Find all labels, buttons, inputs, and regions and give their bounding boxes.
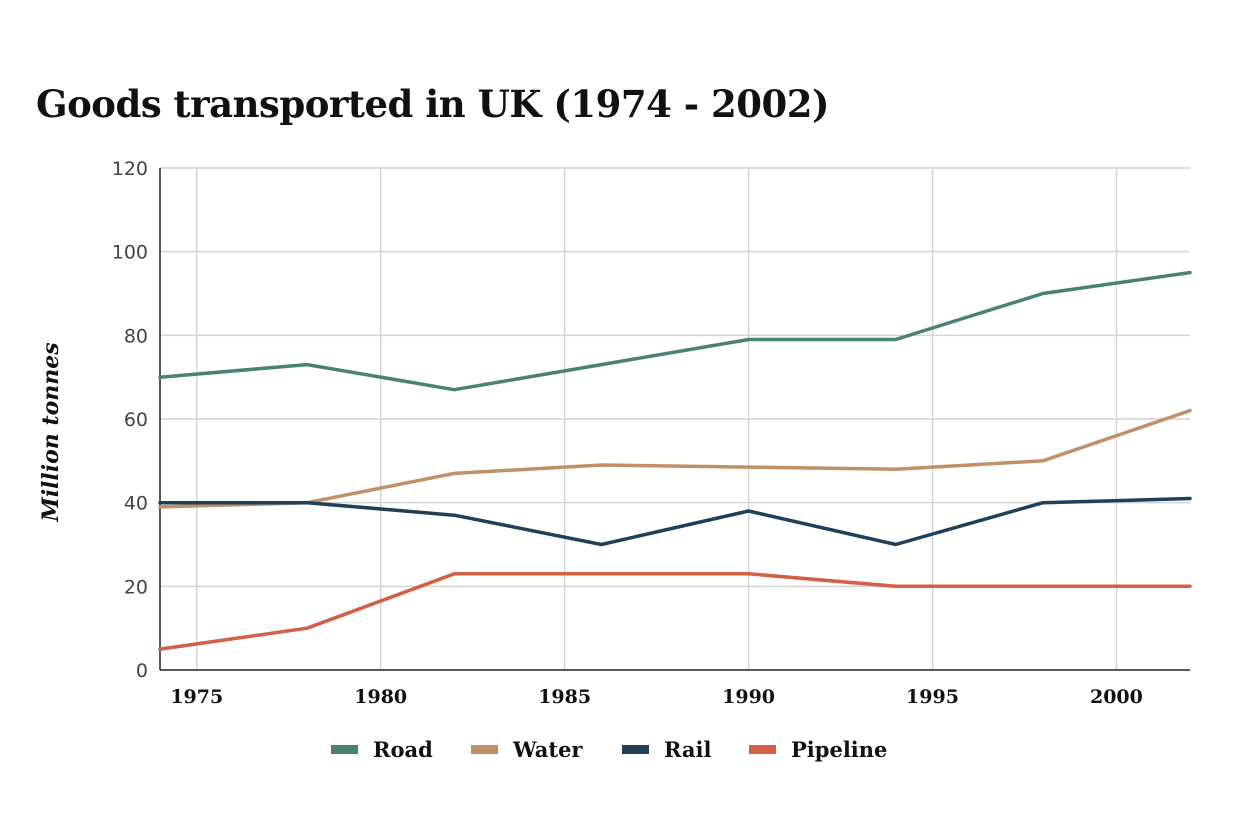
legend-label-pipeline: Pipeline (791, 737, 887, 762)
series-line-road (158, 270, 1192, 392)
legend-swatch-rail (622, 745, 649, 754)
y-axis-label: Million tonnes (38, 342, 64, 522)
chart-title: Goods transported in UK (1974 - 2002) (36, 82, 830, 126)
y-tick-label-80: 80 (124, 325, 148, 347)
series-line-rail (158, 496, 1192, 547)
legend-swatch-pipeline (749, 745, 776, 754)
legend-swatch-water (471, 745, 498, 754)
y-tick-label-20: 20 (124, 576, 148, 598)
x-axis-ticks: 1975 1980 1985 1990 1995 2000 (170, 686, 1143, 708)
x-tick-label-1995: 1995 (906, 686, 959, 708)
y-tick-label-100: 100 (112, 242, 148, 264)
series-line-pipeline (158, 572, 1192, 651)
x-tick-label-1975: 1975 (170, 686, 223, 708)
y-tick-label-120: 120 (112, 158, 148, 180)
axes (159, 168, 1190, 671)
y-axis-ticks: 0 20 40 60 80 100 120 (112, 158, 148, 682)
x-tick-label-2000: 2000 (1090, 686, 1143, 708)
y-tick-label-60: 60 (124, 409, 148, 431)
series-lines (158, 270, 1192, 651)
y-tick-label-0: 0 (136, 660, 148, 682)
legend: Road Water Rail Pipeline (331, 737, 887, 762)
grid-lines (160, 167, 1190, 670)
legend-label-rail: Rail (664, 737, 712, 762)
legend-label-road: Road (373, 737, 433, 762)
y-tick-label-40: 40 (124, 493, 148, 515)
x-tick-label-1985: 1985 (538, 686, 591, 708)
x-tick-label-1990: 1990 (722, 686, 775, 708)
legend-label-water: Water (512, 737, 583, 762)
legend-swatch-road (331, 745, 358, 754)
x-tick-label-1980: 1980 (354, 686, 407, 708)
series-line-water (158, 408, 1192, 509)
